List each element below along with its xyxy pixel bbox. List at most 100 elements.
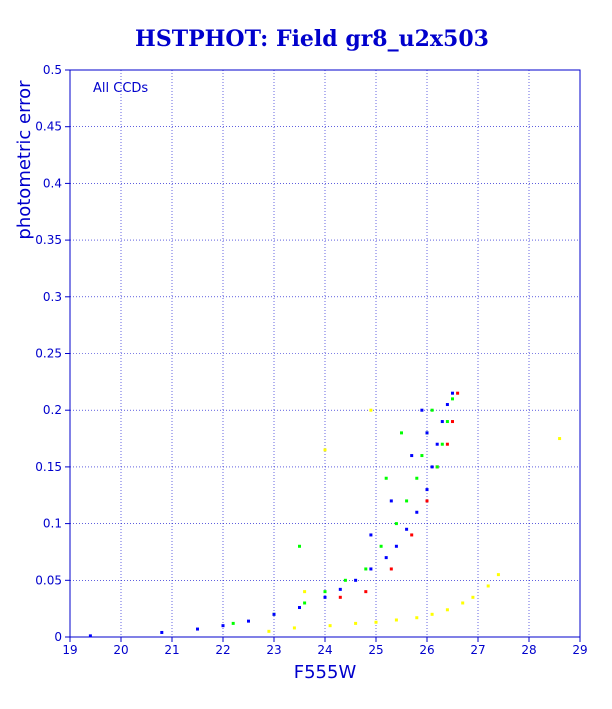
data-point — [445, 403, 449, 407]
x-tick-label: 24 — [317, 643, 332, 657]
data-point — [445, 442, 449, 446]
data-point — [496, 573, 500, 577]
x-tick-label: 25 — [368, 643, 383, 657]
data-point — [445, 420, 449, 424]
data-point — [410, 533, 414, 537]
chart-title: HSTPHOT: Field gr8_u2x503 — [135, 26, 489, 52]
y-tick-label: 0.05 — [35, 573, 62, 587]
series-0 — [267, 408, 562, 633]
y-tick-label: 0.1 — [43, 517, 62, 531]
data-point — [486, 584, 490, 588]
data-point — [374, 620, 378, 624]
data-point — [338, 595, 342, 599]
data-point — [451, 420, 454, 424]
data-point — [435, 442, 439, 446]
data-point — [292, 626, 296, 630]
data-point — [369, 533, 373, 537]
data-point — [338, 587, 342, 591]
x-tick-label: 23 — [266, 643, 281, 657]
data-point — [425, 431, 429, 435]
data-point — [369, 408, 373, 412]
data-point — [323, 448, 327, 452]
data-point — [420, 454, 424, 458]
grid — [70, 70, 580, 637]
x-axis-ticks: 19 20 21 22 23 24 25 26 27 28 29 — [62, 637, 588, 657]
data-point — [415, 510, 419, 514]
data-point — [425, 488, 429, 492]
data-point — [440, 420, 444, 424]
data-point — [323, 595, 327, 599]
data-point — [323, 590, 327, 594]
x-tick-label: 20 — [113, 643, 128, 657]
data-point — [445, 608, 449, 612]
all-ccds-annotation: All CCDs — [93, 81, 148, 96]
data-point — [420, 408, 424, 412]
data-point — [384, 556, 388, 560]
data-point — [196, 627, 199, 631]
y-tick-label: 0.2 — [43, 403, 62, 417]
x-tick-label: 21 — [164, 643, 179, 657]
x-tick-label: 29 — [572, 643, 587, 657]
data-point — [461, 601, 465, 605]
data-point — [303, 601, 307, 605]
data-point — [430, 408, 434, 412]
y-tick-label: 0.25 — [35, 347, 62, 361]
y-tick-label: 0.15 — [35, 460, 62, 474]
y-axis-ticks: 0 0.05 0.1 0.15 0.2 0.25 0.3 0.35 0.4 0.45 0.5 — [35, 63, 70, 644]
y-axis-label: photometric error — [14, 80, 35, 240]
data-point — [231, 621, 235, 625]
data-point — [425, 499, 429, 503]
x-tick-label: 27 — [470, 643, 485, 657]
data-point — [430, 465, 434, 469]
data-point — [298, 606, 301, 610]
data-point — [415, 476, 419, 480]
data-point — [389, 567, 393, 571]
y-tick-label: 0.3 — [43, 290, 62, 304]
y-tick-label: 0 — [54, 630, 62, 644]
data-point — [160, 630, 164, 634]
data-point — [221, 624, 225, 628]
data-point — [384, 476, 388, 480]
x-tick-label: 28 — [521, 643, 536, 657]
y-tick-label: 0.35 — [35, 233, 62, 247]
data-point — [456, 391, 460, 395]
data-point — [405, 499, 409, 503]
data-point — [267, 629, 271, 633]
data-point — [558, 437, 562, 441]
data-point — [369, 567, 373, 571]
data-point — [389, 499, 393, 503]
data-point — [298, 544, 301, 548]
y-tick-label: 0.5 — [43, 63, 62, 77]
x-axis-label: F555W — [294, 662, 357, 683]
data-point — [88, 634, 92, 638]
series-3 — [88, 391, 454, 638]
data-point — [440, 442, 444, 446]
data-points — [88, 391, 562, 638]
data-point — [328, 624, 332, 628]
data-point — [430, 612, 434, 616]
data-point — [394, 522, 398, 526]
x-tick-label: 22 — [215, 643, 230, 657]
data-point — [400, 431, 403, 435]
data-point — [451, 397, 454, 401]
data-point — [435, 465, 439, 469]
data-point — [364, 567, 368, 571]
x-tick-label: 19 — [62, 643, 77, 657]
data-point — [354, 621, 358, 625]
series-2 — [231, 397, 454, 625]
data-point — [405, 527, 409, 531]
y-tick-label: 0.4 — [43, 176, 62, 190]
data-point — [364, 590, 368, 594]
data-point — [471, 595, 475, 599]
data-point — [394, 544, 398, 548]
data-point — [303, 590, 307, 594]
data-point — [247, 619, 250, 623]
x-tick-label: 26 — [419, 643, 434, 657]
data-point — [415, 616, 419, 620]
data-point — [354, 578, 358, 582]
data-point — [410, 454, 414, 458]
data-point — [451, 391, 454, 395]
data-point — [394, 618, 398, 622]
data-point — [379, 544, 383, 548]
